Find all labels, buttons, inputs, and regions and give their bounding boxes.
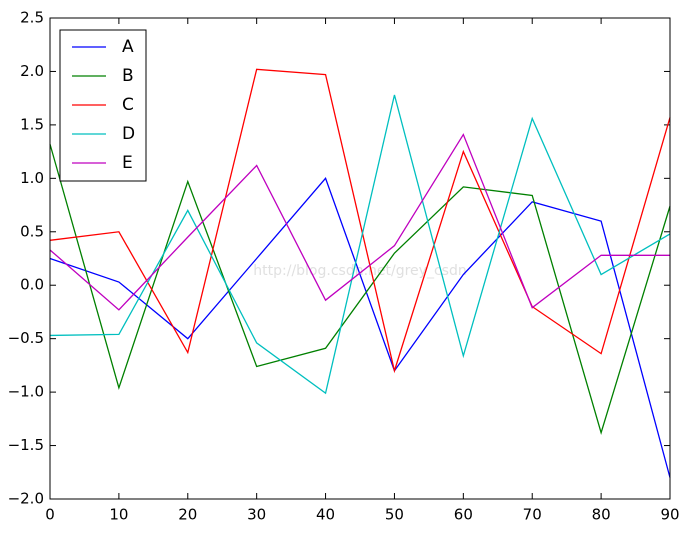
y-tick-label: 1.0 <box>20 169 44 187</box>
legend-label: E <box>122 153 133 173</box>
x-tick-label: 80 <box>592 506 611 524</box>
x-tick-label: 50 <box>385 506 404 524</box>
y-tick-label: −1.5 <box>8 436 44 454</box>
line-series <box>49 94 671 395</box>
x-tick-label: 90 <box>660 506 679 524</box>
y-tick-label: −2.0 <box>8 490 44 508</box>
line-series <box>49 133 670 311</box>
legend-label: D <box>122 124 135 144</box>
line-series <box>49 143 671 436</box>
line-series <box>49 68 671 374</box>
axes-frame <box>49 17 671 500</box>
plot-area <box>50 18 670 499</box>
x-tick-label: 40 <box>316 506 335 524</box>
x-tick-label: 70 <box>523 506 542 524</box>
x-tick-label: 60 <box>454 506 473 524</box>
x-tick-label: 10 <box>109 506 128 524</box>
x-tick-label: 0 <box>45 506 55 524</box>
y-tick-label: −1.0 <box>8 383 44 401</box>
y-tick-label: 2.0 <box>20 62 44 80</box>
legend-label: B <box>122 66 134 86</box>
y-tick-label: 0.5 <box>20 222 44 240</box>
x-tick-label: 30 <box>247 506 266 524</box>
legend-label: C <box>122 95 134 115</box>
x-tick-label: 20 <box>178 506 197 524</box>
y-tick-label: 1.5 <box>20 115 44 133</box>
y-tick-label: −0.5 <box>8 329 44 347</box>
line-series <box>49 177 671 478</box>
watermark: http://blog.csdn.net/grey_csdn <box>253 263 466 279</box>
y-tick-label: 2.5 <box>20 9 44 27</box>
legend-label: A <box>122 37 134 57</box>
y-tick-label: 0.0 <box>20 276 44 294</box>
